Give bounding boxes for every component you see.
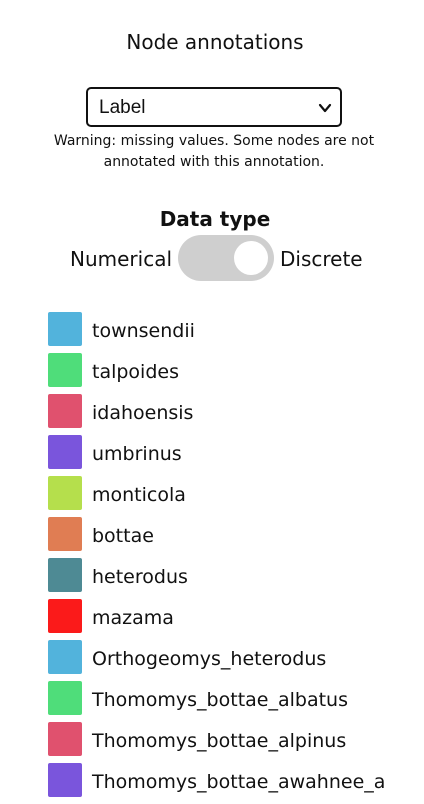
discrete-label: Discrete	[280, 247, 363, 271]
color-swatch[interactable]	[48, 681, 82, 715]
legend-label: Thomomys_bottae_alpinus	[92, 730, 347, 752]
color-swatch[interactable]	[48, 558, 82, 592]
legend-label: talpoides	[92, 361, 179, 383]
color-swatch[interactable]	[48, 517, 82, 551]
legend-item: umbrinus	[48, 435, 418, 476]
legend-item: mazama	[48, 599, 418, 640]
legend-item: idahoensis	[48, 394, 418, 435]
data-type-toggle[interactable]	[178, 235, 274, 281]
legend-item: heterodus	[48, 558, 418, 599]
legend-list: townsendii talpoides idahoensis umbrinus mon…	[48, 312, 418, 804]
annotation-select-value: Label	[99, 97, 146, 118]
legend-label: Orthogeomys_heterodus	[92, 648, 327, 670]
legend-label: umbrinus	[92, 443, 182, 465]
legend-item: Thomomys_bottae_awahnee_a	[48, 763, 418, 804]
legend-label: monticola	[92, 484, 186, 506]
legend-label: heterodus	[92, 566, 188, 588]
color-swatch[interactable]	[48, 763, 82, 797]
missing-values-warning: Warning: missing values. Some nodes are …	[53, 133, 375, 170]
legend-item: monticola	[48, 476, 418, 517]
legend-label: mazama	[92, 607, 174, 629]
legend-label: Thomomys_bottae_albatus	[92, 689, 348, 711]
color-swatch[interactable]	[48, 722, 82, 756]
color-swatch[interactable]	[48, 476, 82, 510]
legend-item: talpoides	[48, 353, 418, 394]
data-type-toggle-row: Numerical Discrete	[0, 233, 424, 283]
toggle-knob	[234, 241, 268, 275]
data-type-title: Data type	[159, 207, 271, 231]
legend-label: townsendii	[92, 320, 195, 342]
annotation-select[interactable]: Label	[86, 87, 342, 127]
legend-item: Thomomys_bottae_alpinus	[48, 722, 418, 763]
color-swatch[interactable]	[48, 640, 82, 674]
legend-item: townsendii	[48, 312, 418, 353]
legend-label: bottae	[92, 525, 154, 547]
legend-item: Orthogeomys_heterodus	[48, 640, 418, 681]
legend-item: Thomomys_bottae_albatus	[48, 681, 418, 722]
color-swatch[interactable]	[48, 435, 82, 469]
legend-label: Thomomys_bottae_awahnee_a	[92, 771, 386, 793]
color-swatch[interactable]	[48, 353, 82, 387]
numerical-label: Numerical	[70, 247, 173, 271]
panel-title: Node annotations	[126, 30, 304, 54]
chevron-down-icon	[318, 103, 332, 113]
color-swatch[interactable]	[48, 599, 82, 633]
color-swatch[interactable]	[48, 394, 82, 428]
legend-label: idahoensis	[92, 402, 194, 424]
legend-item: bottae	[48, 517, 418, 558]
color-swatch[interactable]	[48, 312, 82, 346]
